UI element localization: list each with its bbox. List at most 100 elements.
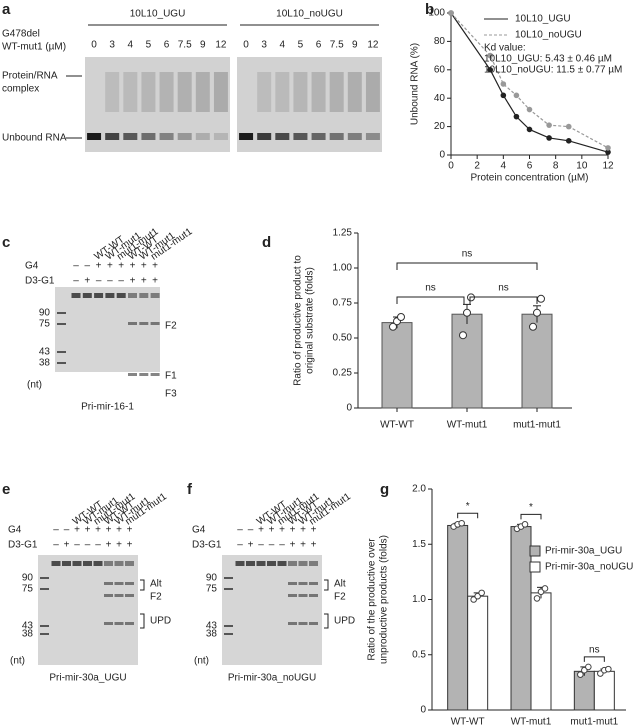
- sign: +: [116, 540, 122, 551]
- band-bracket: [324, 613, 329, 629]
- bar: [467, 595, 489, 711]
- gel-band: [177, 133, 192, 140]
- gel-band: [105, 133, 120, 140]
- marker-band: [224, 577, 233, 579]
- significance-label: ns: [462, 249, 473, 260]
- gel-band: [139, 293, 149, 298]
- y-tick-label: 0.50: [333, 333, 353, 344]
- marker-label: 38: [39, 358, 51, 369]
- gel: [55, 287, 160, 372]
- gel-band: [288, 561, 297, 566]
- gel-band: [177, 72, 192, 112]
- sign: +: [84, 276, 90, 287]
- band-bracket: [140, 579, 145, 591]
- gel-band: [195, 72, 210, 112]
- replicate-point: [521, 521, 529, 528]
- gel-band: [93, 561, 103, 566]
- significance-label: *: [466, 501, 470, 512]
- y-axis-label: Ratio of the productive over: [367, 538, 378, 661]
- gel-band: [114, 622, 124, 625]
- lane-label: 3: [109, 40, 115, 51]
- lane-label: 12: [215, 40, 227, 51]
- panel-letter: g: [380, 481, 389, 498]
- x-tick-label: 4: [501, 161, 507, 172]
- gel-band: [62, 561, 71, 566]
- gel-band: [277, 561, 287, 566]
- data-point: [500, 92, 507, 99]
- row-label: D3-G1: [192, 540, 222, 551]
- gel-band: [293, 72, 308, 112]
- gel-band: [128, 293, 137, 298]
- data-point: [500, 81, 507, 87]
- legend-label: 10L10_noUGU: [515, 30, 582, 41]
- marker-label: 90: [22, 573, 34, 584]
- gel-band: [116, 293, 126, 298]
- lane-label: 7.5: [330, 40, 344, 51]
- caption: Pri-mir-30a_noUGU: [228, 673, 316, 684]
- row-label: D3-G1: [25, 276, 55, 287]
- annotation: 10L10_noUGU: 11.5 ± 0.77 µM: [484, 65, 622, 76]
- gel-band: [125, 561, 134, 566]
- row-label: G4: [8, 525, 22, 536]
- bar: [510, 526, 532, 711]
- y-tick-label: 100: [428, 8, 445, 19]
- gel-band: [114, 594, 124, 597]
- marker-label: 38: [206, 629, 218, 640]
- gel-band: [123, 72, 138, 112]
- row-label: D3-G1: [8, 540, 38, 551]
- lane-label: 4: [280, 40, 286, 51]
- gel-band: [309, 594, 318, 597]
- band-label: Alt: [334, 579, 346, 590]
- replicate-point: [459, 331, 467, 340]
- data-point: [565, 138, 572, 144]
- lane-label: 9: [352, 40, 358, 51]
- gel-band: [71, 293, 81, 298]
- significance-label: ns: [498, 283, 509, 294]
- significance-label: ns: [589, 645, 600, 656]
- band-label: UPD: [334, 616, 355, 627]
- group-title: 10L10_UGU: [130, 9, 186, 20]
- significance-label: ns: [425, 283, 436, 294]
- y-tick-label: 0: [439, 150, 445, 161]
- data-point: [526, 126, 533, 133]
- sign: +: [127, 525, 133, 536]
- gel-band: [104, 582, 113, 585]
- x-tick-label: 12: [602, 161, 614, 172]
- caption: Pri-mir-16-1: [81, 402, 134, 413]
- gel-band: [159, 72, 174, 112]
- sign: +: [106, 525, 112, 536]
- gel: [38, 555, 138, 665]
- bar: [593, 670, 615, 711]
- sign: –: [248, 525, 254, 536]
- gel-band: [83, 561, 92, 566]
- sign: +: [290, 540, 296, 551]
- data-point: [546, 122, 552, 128]
- row-label: G4: [192, 525, 206, 536]
- gel-band: [256, 561, 266, 566]
- series-line: [450, 12, 609, 153]
- gel-band: [139, 322, 149, 325]
- gel-band: [311, 133, 326, 140]
- bar: [381, 322, 413, 409]
- annotation: 10L10_UGU: 5.43 ± 0.46 µM: [484, 54, 612, 65]
- y-tick-label: 0: [346, 403, 352, 414]
- legend-label: Pri-mir-30a_noUGU: [545, 562, 633, 573]
- sign: +: [311, 525, 317, 536]
- replicate-point: [537, 294, 545, 303]
- sign: –: [279, 540, 285, 551]
- bar: [530, 592, 552, 711]
- sign: –: [258, 540, 264, 551]
- significance-bracket: [469, 296, 538, 304]
- y-axis-label: original substrate (folds): [305, 267, 316, 374]
- y-axis-label: Unbound RNA (%): [410, 43, 421, 125]
- x-tick-label: 0: [448, 161, 454, 172]
- row-label: G4: [25, 261, 39, 272]
- sign: +: [279, 525, 285, 536]
- marker-band: [57, 312, 66, 314]
- data-point: [513, 92, 520, 99]
- row-label: G478del: [2, 29, 40, 40]
- gel-band: [150, 293, 160, 298]
- marker-band: [57, 351, 66, 353]
- gel-band: [309, 622, 318, 625]
